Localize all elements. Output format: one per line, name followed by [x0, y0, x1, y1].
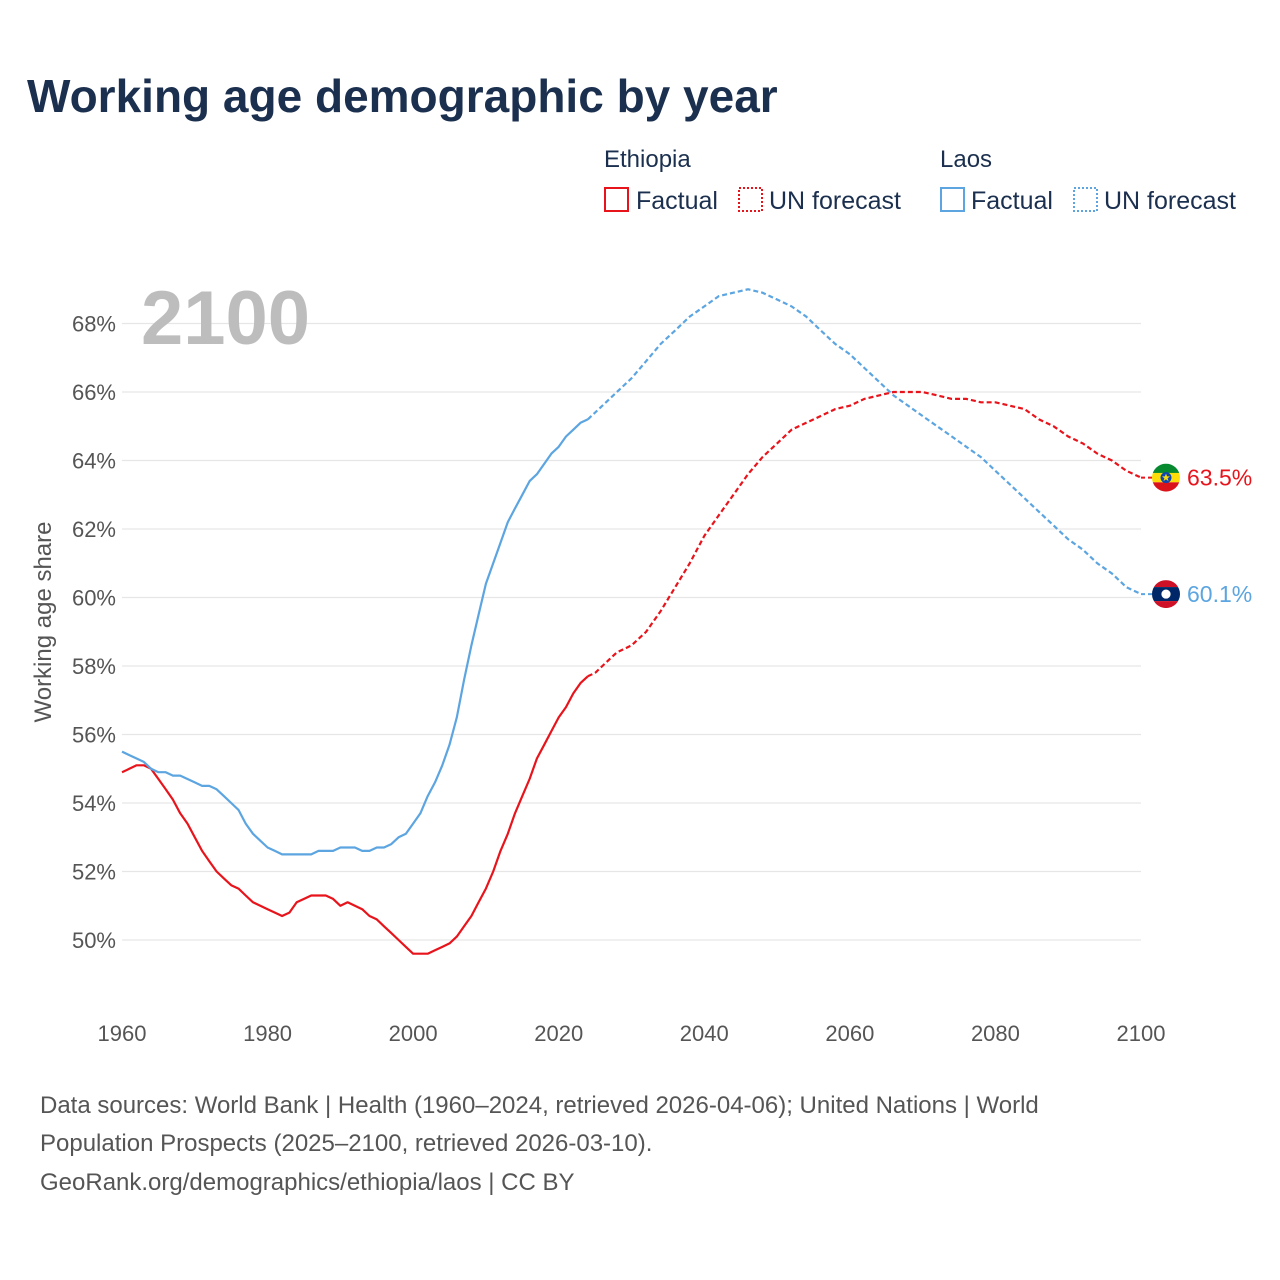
y-tick-label-64: 64%	[72, 449, 116, 474]
y-tick-label-50: 50%	[72, 928, 116, 953]
x-tick-label-2040: 2040	[680, 1021, 729, 1046]
legend: Ethiopia Factual UN forecast Laos Factua…	[604, 146, 1236, 215]
y-tick-label-62: 62%	[72, 517, 116, 542]
legend-group-laos: Laos	[940, 146, 992, 173]
end-label-ethiopia: 63.5%	[1187, 465, 1252, 491]
series-line-laos-forecast	[587, 288, 1142, 596]
x-tick-label-2020: 2020	[534, 1021, 583, 1046]
legend-swatch-ethiopia-forecast	[738, 187, 763, 212]
series-lines	[121, 288, 1153, 955]
legend-label-laos-forecast: UN forecast	[1104, 187, 1236, 215]
year-watermark: 2100	[141, 276, 310, 361]
end-markers: 63.5% 60.1%	[1152, 463, 1252, 609]
y-tick-label-56: 56%	[72, 723, 116, 748]
y-axis-ticks: 50% 52% 54% 56% 58% 60% 62% 64% 66% 68%	[72, 312, 116, 954]
x-tick-label-2000: 2000	[389, 1021, 438, 1046]
source-line-1: Data sources: World Bank | Health (1960–…	[40, 1092, 1039, 1119]
x-axis-ticks: 1960 1980 2000 2020 2040 2060 2080 2100	[98, 1021, 1166, 1046]
legend-swatch-laos-forecast	[1073, 187, 1098, 212]
legend-group-ethiopia: Ethiopia	[604, 146, 691, 173]
y-tick-label-58: 58%	[72, 654, 116, 679]
x-tick-label-2080: 2080	[971, 1021, 1020, 1046]
x-tick-label-1960: 1960	[98, 1021, 147, 1046]
legend-label-ethiopia-factual: Factual	[636, 187, 718, 215]
y-tick-label-54: 54%	[72, 791, 116, 816]
y-tick-label-66: 66%	[72, 380, 116, 405]
ethiopia-flag-icon	[1152, 463, 1180, 492]
series-line-ethiopia-factual	[121, 675, 589, 955]
x-tick-label-2060: 2060	[825, 1021, 874, 1046]
series-line-laos-factual	[121, 418, 589, 856]
series-line-ethiopia-forecast	[587, 390, 1142, 678]
source-line-2: Population Prospects (2025–2100, retriev…	[40, 1130, 652, 1157]
y-tick-label-68: 68%	[72, 312, 116, 337]
y-tick-label-60: 60%	[72, 586, 116, 611]
chart-title: Working age demographic by year	[27, 70, 778, 122]
x-tick-label-1980: 1980	[243, 1021, 292, 1046]
legend-swatch-ethiopia-factual	[604, 187, 629, 212]
y-tick-label-52: 52%	[72, 860, 116, 885]
laos-flag-icon	[1152, 580, 1180, 609]
source-line-3: GeoRank.org/demographics/ethiopia/laos |…	[40, 1169, 575, 1196]
legend-label-laos-factual: Factual	[971, 187, 1053, 215]
x-tick-label-2100: 2100	[1117, 1021, 1166, 1046]
y-axis-label: Working age share	[30, 522, 57, 723]
legend-label-ethiopia-forecast: UN forecast	[769, 187, 901, 215]
end-label-laos: 60.1%	[1187, 581, 1252, 607]
gridlines	[122, 322, 1141, 941]
legend-swatch-laos-factual	[940, 187, 965, 212]
